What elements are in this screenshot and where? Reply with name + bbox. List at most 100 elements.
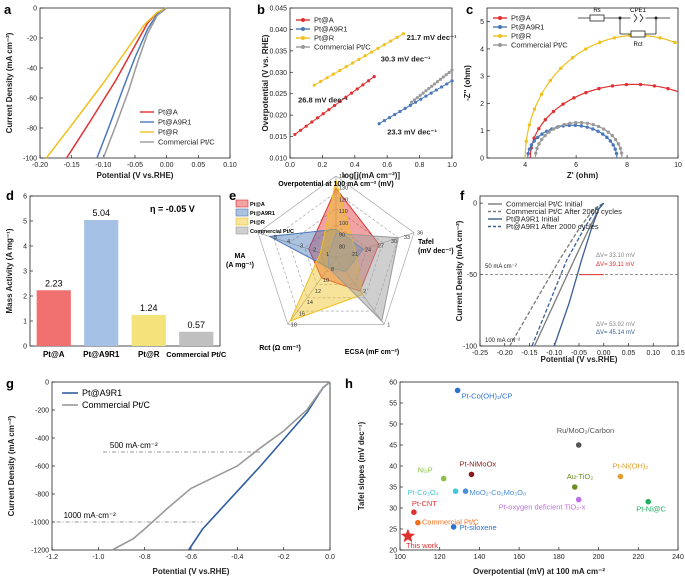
panel-b-data-point: [319, 79, 323, 84]
panel-h-data-point: [645, 498, 652, 505]
panel-b-legend-marker: [301, 45, 305, 49]
panel-h-data-point: [450, 524, 457, 530]
panel-b-xtick-label: 0.8: [415, 162, 425, 169]
panel-b-data-point: [444, 73, 448, 77]
panel-b-data-point: [363, 54, 367, 58]
panel-f-ytick-label: -50: [467, 272, 477, 279]
panel-c-data-point: [557, 124, 561, 129]
panel-c-data-point: [540, 132, 544, 136]
panel-g-ytick-label: -800: [35, 492, 49, 499]
panel-b-data-point: [435, 80, 440, 84]
panel-e-tick-label: 2: [363, 289, 366, 295]
panel-b-data-point: [419, 97, 423, 101]
panel-b-data-point: [361, 83, 365, 87]
panel-e: 1401301201101009080363330272421121816141…: [226, 174, 454, 356]
panel-b-legend-label: Pt@A9R1: [314, 25, 347, 34]
panel-a-xtick-label: 0.00: [160, 162, 174, 169]
panel-c-data-point: [627, 33, 632, 38]
panel-c-data-point: [652, 84, 657, 88]
panel-h-data-point: [454, 387, 461, 394]
panel-a-ylabel: Current Density (mA cm⁻²): [5, 32, 14, 133]
panel-c-circuit-label: Rct: [634, 42, 643, 48]
panel-c-data-point: [548, 78, 553, 83]
panel-d-category-label: Pt@A: [43, 350, 65, 359]
panel-c-xtick-label: 6: [574, 162, 578, 169]
panel-c-legend-marker: [498, 16, 502, 20]
panel-f-xtick-label: 0.00: [597, 350, 611, 357]
panel-c-data-point: [584, 90, 588, 95]
panel-g-ytick-label: -600: [35, 464, 49, 471]
panel-h-point-label: Ni₂P: [418, 466, 433, 475]
panel-c-data-point: [559, 66, 563, 71]
panel-b-data-point: [325, 76, 329, 80]
panel-g-ytick-label: -1200: [31, 548, 49, 555]
panel-d-annotation: η = -0.05 V: [150, 204, 195, 214]
panel-e-tick-label: 4: [287, 239, 290, 245]
panel-c-data-point: [610, 133, 614, 138]
panel-d-ytick-label: 6: [23, 194, 27, 201]
panel-h-data-point: [440, 475, 447, 482]
panel-e-tick-label: 30: [391, 239, 397, 245]
panel-b-ytick-label: 0.020: [269, 113, 287, 120]
panel-e-tick-label: 110: [339, 209, 348, 215]
panel-d-bar: [84, 220, 119, 346]
panel-b-slope-label: 30.3 mV dec⁻¹: [381, 55, 431, 64]
panel-d-bar: [36, 290, 71, 346]
panel-c-data-point: [585, 121, 590, 125]
panel-letter-c: c: [466, 2, 473, 17]
panel-letter-e: e: [229, 188, 236, 203]
panel-h-data-point: [468, 471, 475, 478]
panel-c-circuit-label: Rs: [593, 8, 600, 14]
panel-c-data-point: [572, 96, 576, 100]
panel-h-ytick-label: 60: [389, 380, 397, 387]
panel-b-data-point: [418, 93, 422, 97]
panel-a-xtick-label: -0.20: [32, 162, 48, 169]
panel-b-data-point: [403, 106, 407, 111]
panel-b-slope-label: 21.7 mV dec⁻¹: [407, 33, 457, 42]
panel-c-data-point: [529, 143, 534, 147]
panel-e-legend-swatch: [235, 199, 249, 208]
panel-c-ylabel: -Z'' (ohm): [463, 65, 472, 101]
panel-c-ytick-label: 2: [480, 101, 484, 108]
panel-b-data-point: [412, 98, 416, 102]
panel-c-ytick-label: 4: [480, 46, 484, 53]
panel-b-data-point: [338, 68, 342, 73]
panel-h-point-label: Pt-NiMoOx: [459, 459, 496, 468]
panel-h-xlabel: Overpotential (mV) at 100 mA cm⁻²: [473, 567, 605, 576]
panel-b-legend-label: Pt@A: [314, 16, 334, 25]
panel-b-data-point: [408, 103, 412, 107]
panel-c-data-point: [616, 142, 621, 146]
panel-a-legend-label: Pt@A: [158, 108, 178, 117]
panel-h-ytick-label: 25: [389, 527, 397, 534]
panel-d-bar-value: 0.57: [187, 320, 205, 330]
panel-c-circuit-cpe: [633, 13, 644, 23]
panel-b-ytick-label: 0.030: [269, 70, 287, 77]
panel-g-ytick-label: 0: [45, 380, 49, 387]
panel-d: 0 1 2 3 4 5 6 2.23 Pt@A 5.04 Pt@A9R1 1.24 Pt@R 0.57 Co…: [5, 194, 227, 360]
panel-b-data-point: [312, 83, 316, 87]
panel-h-xtick-label: 120: [434, 554, 446, 561]
panel-b-data-point: [357, 57, 361, 62]
panel-g-xtick-label: -1.0: [92, 554, 104, 561]
panel-b-ylabel: Overpotential (V vs. RHE): [261, 34, 270, 131]
panel-b-data-point: [424, 89, 428, 93]
panel-e-tick-label: 16: [299, 311, 305, 317]
panel-letter-g: g: [6, 376, 14, 391]
panel-b-data-point: [331, 72, 335, 76]
panel-a-xtick-label: -0.15: [64, 162, 80, 169]
panel-c-data-point: [601, 132, 605, 136]
panel-h-point-label: MoO₂-Co₂Mo₃O₈: [470, 488, 527, 497]
panel-c-data-point: [610, 84, 615, 88]
panel-c-data-point: [591, 127, 595, 131]
panel-b-xtick-label: 0.6: [382, 162, 392, 169]
panel-a-ytick-label: 0: [33, 6, 37, 13]
panel-f-annotation: 50 mA cm⁻²: [485, 264, 517, 270]
panel-h-ylabel: Tafel slopes (mV dec⁻¹): [357, 421, 366, 510]
panel-b-legend-marker: [301, 18, 305, 22]
panel-c-circuit-node: [654, 16, 658, 20]
panel-letter-f: f: [460, 188, 465, 203]
panel-h-data-point: [575, 442, 582, 448]
panel-c-data-point: [618, 146, 623, 151]
panel-e-axis-label: Overpotential at 100 mA cm⁻² (mV): [278, 181, 393, 188]
panel-h-point-label: Pt-Ni@C: [636, 505, 666, 514]
